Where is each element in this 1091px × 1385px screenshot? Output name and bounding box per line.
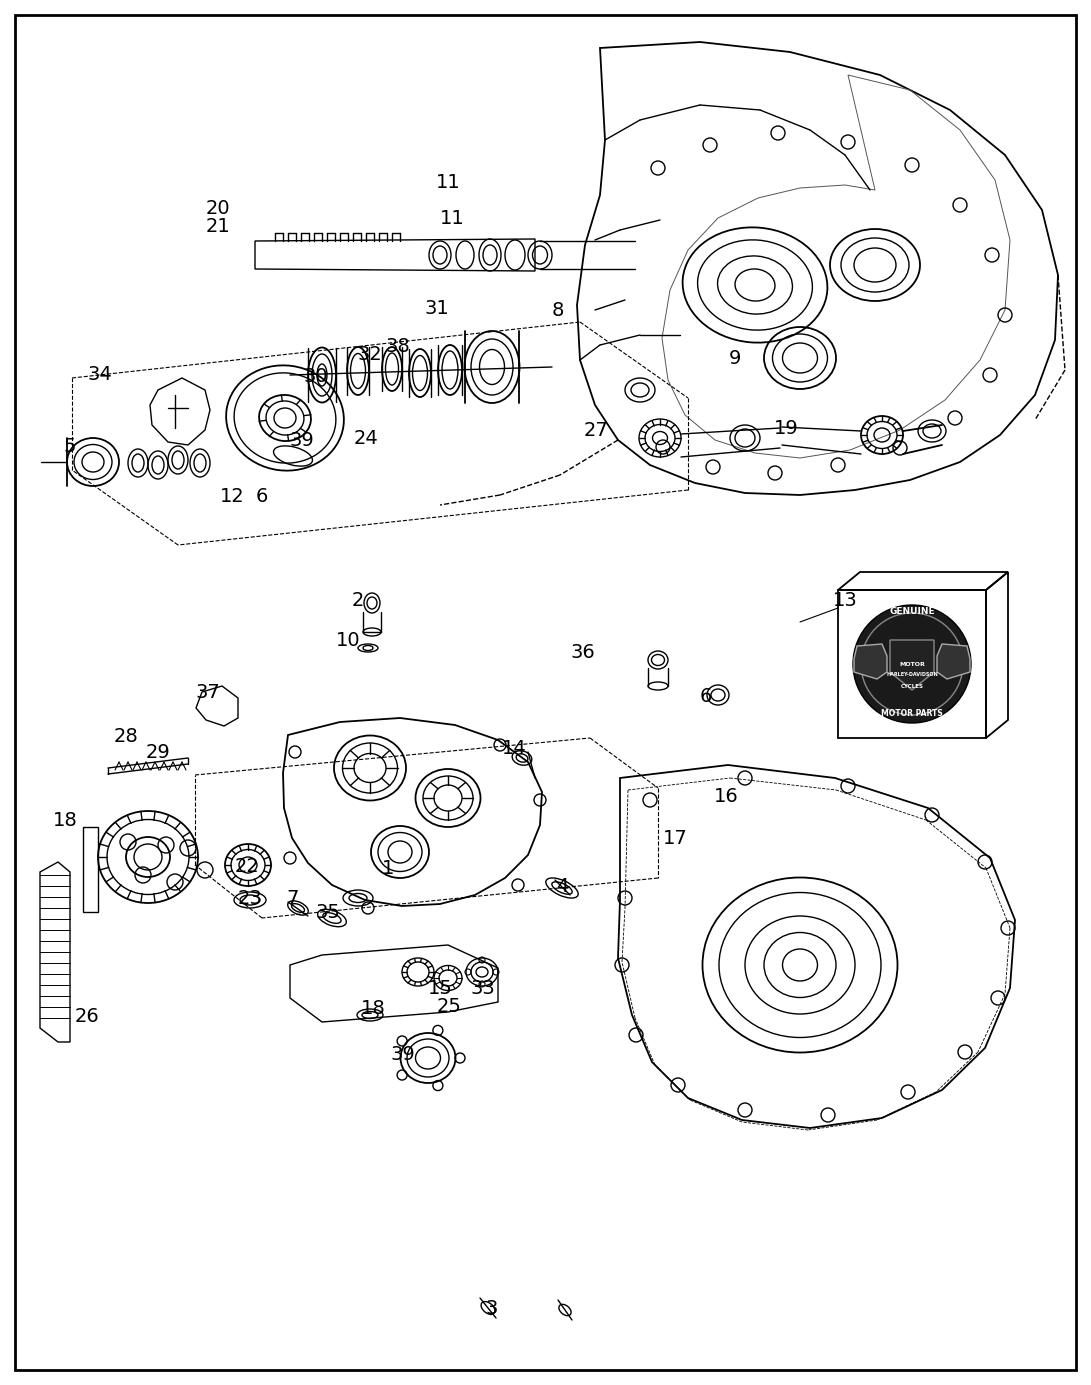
Text: 34: 34 (87, 366, 112, 385)
Text: 13: 13 (832, 590, 858, 609)
Text: 3: 3 (485, 1299, 499, 1317)
Text: 22: 22 (235, 857, 260, 877)
Text: 15: 15 (428, 978, 453, 997)
Text: 30: 30 (303, 367, 328, 385)
Text: 36: 36 (571, 643, 596, 662)
Ellipse shape (853, 605, 971, 723)
Text: 23: 23 (238, 889, 262, 909)
Text: 28: 28 (113, 727, 139, 747)
Text: 18: 18 (52, 810, 77, 830)
Text: 19: 19 (774, 418, 799, 438)
Text: 39: 39 (289, 432, 314, 450)
Text: 6: 6 (255, 488, 268, 507)
Text: 39: 39 (391, 1046, 416, 1065)
Text: 8: 8 (552, 301, 564, 320)
Text: 6: 6 (699, 687, 712, 706)
Ellipse shape (861, 614, 963, 715)
Text: 12: 12 (219, 488, 244, 507)
Text: MOTOR PARTS: MOTOR PARTS (882, 709, 943, 717)
Text: HARLEY-DAVIDSON: HARLEY-DAVIDSON (886, 672, 938, 676)
Text: 4: 4 (555, 878, 568, 896)
Text: 2: 2 (351, 590, 364, 609)
Text: 11: 11 (440, 209, 465, 227)
Text: 29: 29 (145, 742, 170, 762)
Text: 38: 38 (385, 338, 410, 356)
Text: 14: 14 (502, 738, 526, 758)
Text: MOTOR: MOTOR (899, 662, 925, 666)
Text: 31: 31 (424, 299, 449, 317)
Text: 24: 24 (353, 428, 379, 447)
Text: 33: 33 (470, 978, 495, 997)
Text: 20: 20 (206, 198, 230, 217)
Text: 25: 25 (436, 997, 461, 1017)
Text: CYCLES: CYCLES (900, 684, 923, 688)
Text: 18: 18 (361, 999, 385, 1018)
Text: 21: 21 (205, 217, 230, 237)
Text: 10: 10 (336, 632, 360, 651)
Text: 32: 32 (358, 345, 382, 364)
Bar (838, 590, 986, 738)
Text: 17: 17 (662, 828, 687, 848)
Text: 11: 11 (435, 173, 460, 193)
Text: 5: 5 (63, 438, 76, 457)
Text: 26: 26 (74, 1007, 99, 1026)
Text: 7: 7 (287, 889, 299, 907)
Text: 9: 9 (729, 349, 741, 367)
Text: 16: 16 (714, 788, 739, 806)
Text: GENUINE: GENUINE (889, 608, 935, 616)
Polygon shape (854, 644, 887, 679)
Text: 1: 1 (382, 859, 394, 878)
Polygon shape (937, 644, 970, 679)
Text: 37: 37 (195, 683, 220, 701)
Text: 35: 35 (315, 903, 340, 921)
Polygon shape (890, 640, 934, 690)
Text: 27: 27 (584, 421, 609, 439)
